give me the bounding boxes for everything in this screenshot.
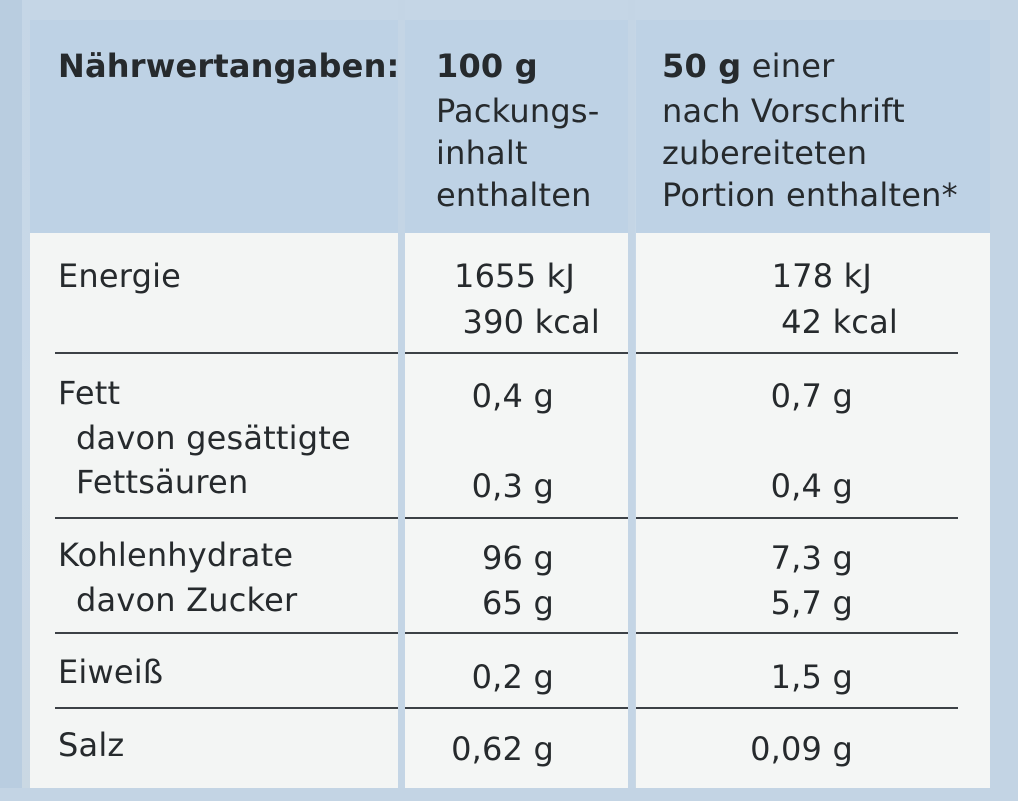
value-portion-zucker: 5,7 g [770,584,853,622]
row-label-zucker: davon Zucker [76,581,298,619]
row-divider [405,352,628,354]
row-label-gesaettigte: davon gesättigte [76,419,351,457]
header-band-100g [405,20,628,233]
header-100g-line: inhalt [436,134,528,172]
row-label-eiweiss: Eiweiß [58,653,164,691]
row-divider [55,517,398,519]
header-label: Nährwertangaben: [58,47,400,85]
header-portion-line: Portion enthalten* [662,176,958,214]
value-100g-kj: 1655 kJ [454,257,575,295]
bottom-border-strip [0,788,1018,801]
row-label-kohlenhydrate: Kohlenhydrate [58,536,294,574]
value-100g-kohlenhydrate: 96 g [481,539,554,577]
row-divider [55,707,398,709]
value-portion-fett: 0,7 g [770,377,853,415]
left-border-strip [0,0,22,801]
value-portion-salz: 0,09 g [750,730,853,768]
value-portion-kcal: 42 kcal [781,303,898,341]
row-label-fett: Fett [58,374,121,412]
value-portion-eiweiss: 1,5 g [770,658,853,696]
header-portion-line: nach Vorschrift [662,92,905,130]
header-portion-first-rest: einer [741,47,835,85]
value-100g-kcal: 390 kcal [462,303,600,341]
row-divider [636,352,958,354]
value-portion-fettsaeuren: 0,4 g [770,467,853,505]
header-band-portion [636,20,990,233]
row-divider [55,632,398,634]
header-100g-line: Packungs- [436,92,600,130]
value-100g-eiweiss: 0,2 g [471,658,554,696]
value-100g-fett: 0,4 g [471,377,554,415]
column-divider [628,0,635,801]
value-portion-kj: 178 kJ [771,257,872,295]
row-divider [405,517,628,519]
row-label-energie: Energie [58,257,182,295]
column-divider [398,0,405,801]
value-100g-zucker: 65 g [481,584,554,622]
row-divider [405,632,628,634]
row-divider [636,632,958,634]
header-band-label [30,20,398,233]
header-100g-amount: 100 g [436,47,538,85]
header-portion-amount: 50 g [662,47,742,85]
value-100g-fettsaeuren: 0,3 g [471,467,554,505]
row-divider [636,707,958,709]
row-divider [405,707,628,709]
row-divider [636,517,958,519]
value-portion-kohlenhydrate: 7,3 g [770,539,853,577]
row-divider [55,352,398,354]
header-100g-line: enthalten [436,176,592,214]
header-portion-first-line: 50 g einer [662,44,834,89]
row-label-fettsaeuren: Fettsäuren [76,463,249,501]
row-label-salz: Salz [58,726,125,764]
right-border-strip [990,0,1018,801]
header-portion-line: zubereiteten [662,134,868,172]
value-100g-salz: 0,62 g [451,730,554,768]
